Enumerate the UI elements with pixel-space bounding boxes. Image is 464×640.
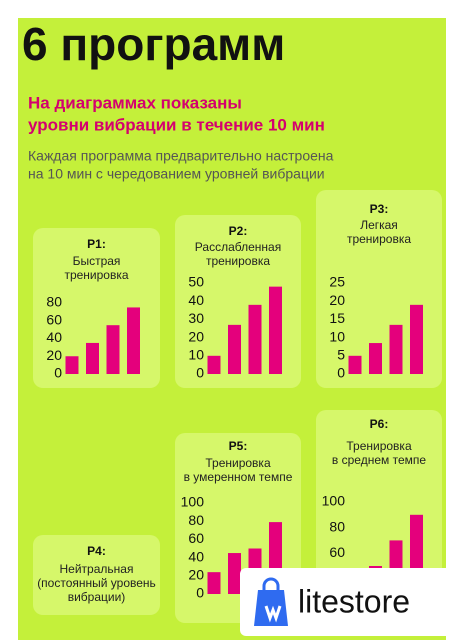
logo: litestore bbox=[240, 568, 456, 636]
y-tick-label: 40 bbox=[188, 548, 204, 564]
title: 6 программ bbox=[22, 18, 285, 70]
bar bbox=[106, 325, 120, 374]
y-tick-label: 20 bbox=[188, 567, 204, 583]
card-title: P6: bbox=[370, 417, 389, 431]
y-tick-label: 25 bbox=[329, 274, 345, 290]
y-tick-label: 0 bbox=[196, 585, 204, 601]
y-tick-label: 10 bbox=[329, 328, 345, 344]
y-tick-label: 0 bbox=[337, 365, 345, 381]
logo-text: litestore bbox=[298, 583, 410, 619]
bar bbox=[228, 324, 241, 374]
y-tick-label: 100 bbox=[322, 493, 346, 509]
subtitle: На диаграммах показаны bbox=[28, 93, 242, 112]
y-tick-label: 50 bbox=[188, 274, 204, 290]
description: Каждая программа предварительно настроен… bbox=[28, 148, 334, 164]
bar bbox=[348, 355, 362, 374]
card-title: P1: bbox=[87, 237, 106, 251]
y-tick-label: 30 bbox=[188, 310, 204, 326]
y-tick-label: 40 bbox=[188, 292, 204, 308]
y-tick-label: 60 bbox=[188, 530, 204, 546]
y-tick-label: 0 bbox=[54, 365, 62, 381]
logo-icon-mark bbox=[264, 605, 282, 623]
card-title: P5: bbox=[229, 439, 248, 453]
bar bbox=[127, 307, 140, 374]
bar bbox=[207, 355, 221, 374]
y-tick-label: 5 bbox=[337, 347, 345, 363]
card-subtitle: в умеренном темпе bbox=[184, 470, 293, 484]
card bbox=[33, 535, 160, 615]
card-subtitle: Тренировка bbox=[205, 456, 271, 470]
y-tick-label: 80 bbox=[329, 518, 345, 534]
card-title: P2: bbox=[229, 224, 248, 238]
card-subtitle: Легкая bbox=[360, 218, 398, 232]
card-subtitle: тренировка bbox=[347, 232, 411, 246]
bar bbox=[207, 572, 221, 594]
description: на 10 мин с чередованием уровней вибраци… bbox=[28, 166, 325, 182]
y-tick-label: 100 bbox=[181, 494, 205, 510]
bar bbox=[410, 304, 423, 374]
y-tick-label: 40 bbox=[46, 329, 62, 345]
logo-icon-handle bbox=[262, 577, 280, 592]
bar bbox=[86, 342, 99, 374]
card-title: P4: bbox=[87, 544, 106, 558]
bar bbox=[269, 286, 282, 374]
subtitle: уровни вибрации в течение 10 мин bbox=[28, 115, 325, 134]
y-tick-label: 60 bbox=[46, 311, 62, 327]
card-subtitle: вибрации) bbox=[68, 590, 126, 604]
card-title: P3: bbox=[370, 202, 389, 216]
y-tick-label: 60 bbox=[329, 544, 345, 560]
card-subtitle: Нейтральная bbox=[60, 562, 134, 576]
card-subtitle: Расслабленная bbox=[195, 240, 281, 254]
bar bbox=[228, 553, 241, 594]
card-subtitle: в среднем темпе bbox=[332, 453, 426, 467]
y-tick-label: 15 bbox=[329, 310, 345, 326]
y-tick-label: 20 bbox=[46, 347, 62, 363]
logo-icon bbox=[254, 590, 288, 626]
card-subtitle: тренировка bbox=[64, 268, 128, 282]
y-tick-label: 80 bbox=[188, 512, 204, 528]
card-subtitle: Тренировка bbox=[346, 439, 412, 453]
bar bbox=[369, 343, 382, 374]
y-tick-label: 20 bbox=[188, 328, 204, 344]
card-subtitle: Быстрая bbox=[73, 254, 121, 268]
y-tick-label: 0 bbox=[196, 365, 204, 381]
bar bbox=[389, 324, 403, 374]
y-tick-label: 80 bbox=[46, 294, 62, 310]
card-subtitle: тренировка bbox=[206, 254, 270, 268]
card-subtitle: (постоянный уровень bbox=[37, 576, 156, 590]
bar bbox=[248, 304, 262, 374]
bar bbox=[65, 356, 79, 374]
y-tick-label: 10 bbox=[188, 347, 204, 363]
logo-box bbox=[240, 568, 456, 636]
y-tick-label: 20 bbox=[329, 292, 345, 308]
